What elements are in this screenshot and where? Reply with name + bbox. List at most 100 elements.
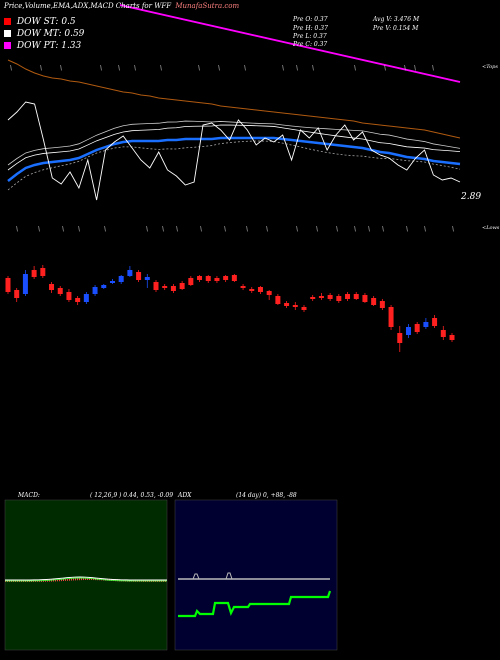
top-marker: \ — [354, 65, 356, 72]
legend-mt: DOW MT: 0.59 — [4, 29, 84, 41]
low-marker: \ — [78, 226, 80, 233]
candle-body — [249, 289, 255, 291]
low-marker: \ — [368, 226, 370, 233]
candle-body — [162, 286, 168, 288]
low-marker: \ — [266, 226, 268, 233]
candle-body — [362, 295, 368, 302]
low-marker: \ — [382, 226, 384, 233]
low-marker: \ — [200, 226, 202, 233]
candle-body — [75, 298, 81, 302]
candle-body — [31, 270, 37, 277]
candle-body — [266, 291, 272, 295]
legend-mt-swatch — [4, 30, 11, 37]
candle-body — [127, 270, 133, 276]
candle-body — [5, 278, 11, 292]
candle-body — [92, 287, 98, 294]
legend-st-label: DOW ST: 0.5 — [16, 17, 76, 27]
candle-body — [353, 294, 359, 299]
legend-st: DOW ST: 0.5 — [4, 17, 76, 29]
low-marker: \ — [224, 226, 226, 233]
candle-body — [136, 272, 142, 280]
candle-body — [49, 284, 55, 290]
candle-body — [66, 292, 72, 300]
candle-body — [101, 285, 107, 288]
low-marker: \ — [424, 226, 426, 233]
low-marker: \ — [406, 226, 408, 233]
candle-body — [405, 327, 411, 335]
legend-st-swatch — [4, 18, 11, 25]
top-marker: \ — [414, 65, 416, 72]
tops-label: <Tops — [482, 64, 498, 70]
adx-plus-line — [178, 590, 332, 618]
candle-body — [327, 295, 333, 299]
candle-body — [223, 276, 229, 280]
low-marker: \ — [16, 226, 18, 233]
candle-body — [83, 294, 89, 302]
top-marker: \ — [40, 65, 42, 72]
macd-panel-bg — [4, 499, 168, 651]
last-price-label: 2.89 — [461, 192, 482, 202]
candle-body — [449, 335, 455, 340]
ema-dotted-line — [7, 140, 461, 191]
ohlc-close: Pre C: 0.37 — [293, 41, 328, 48]
macd-hist-line — [4, 577, 168, 582]
candle-body — [275, 296, 281, 304]
top-marker: \ — [118, 65, 120, 72]
candle-body — [170, 286, 176, 291]
chart-title-text: Price,Volume,EMA,ADX,MACD Charts for WFF — [4, 2, 172, 10]
top-marker: \ — [404, 65, 406, 72]
price-line — [7, 101, 461, 201]
candle-body — [301, 307, 307, 310]
legend-pt-label: DOW PT: 1.33 — [16, 41, 82, 51]
candle-body — [284, 303, 290, 306]
ohlc-prev-volume: Pre V: 0.154 M — [373, 25, 419, 32]
low-marker: \ — [146, 226, 148, 233]
candle-body — [397, 333, 403, 343]
source-text: MunafaSutra.com — [175, 2, 240, 10]
candle-body — [188, 278, 194, 285]
candle-body — [379, 301, 385, 308]
top-marker: \ — [244, 65, 246, 72]
candle-body — [144, 277, 150, 280]
top-marker: \ — [60, 65, 62, 72]
low-marker: \ — [296, 226, 298, 233]
candle-body — [423, 322, 429, 327]
macd-title: MACD: — [18, 492, 40, 499]
ema-mid2-line — [7, 124, 461, 171]
top-marker: \ — [160, 65, 162, 72]
low-marker: \ — [62, 226, 64, 233]
candle-body — [432, 318, 438, 326]
top-marker: \ — [312, 65, 314, 72]
top-marker: \ — [432, 65, 434, 72]
candle-body — [292, 305, 298, 307]
adx-title: ADX — [178, 492, 192, 499]
candle-body — [240, 286, 246, 288]
candle-body — [231, 275, 237, 281]
ohlc-low: Pre L: 0.37 — [293, 33, 327, 40]
top-marker: \ — [134, 65, 136, 72]
legend-mt-label: DOW MT: 0.59 — [16, 29, 85, 39]
candle-body — [310, 297, 316, 299]
ema-short-line — [7, 136, 461, 182]
top-marker: \ — [282, 65, 284, 72]
low-marker: \ — [336, 226, 338, 233]
candle-body — [414, 324, 420, 332]
candle-body — [14, 290, 20, 298]
macd-line — [4, 576, 168, 581]
low-marker: \ — [38, 226, 40, 233]
adx-bump — [225, 572, 233, 580]
low-marker: \ — [246, 226, 248, 233]
top-marker: \ — [218, 65, 220, 72]
top-marker: \ — [384, 65, 386, 72]
ohlc-avg-volume: Avg V: 3.476 M — [373, 16, 420, 23]
top-marker: \ — [100, 65, 102, 72]
low-marker: \ — [176, 226, 178, 233]
candle-body — [214, 278, 220, 281]
candle-body — [440, 330, 446, 337]
top-marker: \ — [10, 65, 12, 72]
low-marker: \ — [104, 226, 106, 233]
top-marker: \ — [198, 65, 200, 72]
low-marker: \ — [162, 226, 164, 233]
lows-label: <Lows — [482, 225, 500, 231]
